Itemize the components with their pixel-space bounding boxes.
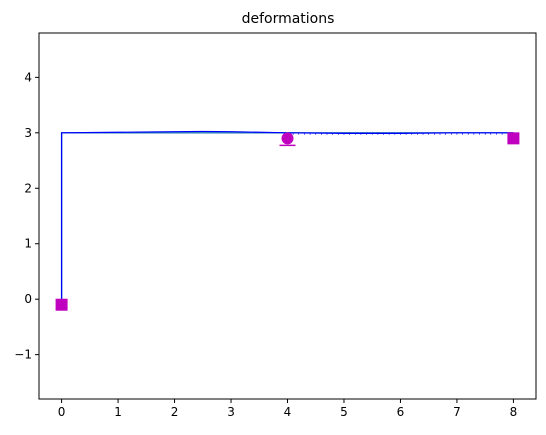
y-tick-label: −1 (14, 348, 32, 362)
series-layer (60, 130, 514, 300)
series-line-deformed (60, 130, 514, 300)
supports-layer (55, 132, 520, 311)
x-tick-label: 8 (510, 405, 518, 419)
x-tick-label: 0 (58, 405, 66, 419)
x-tick-label: 2 (171, 405, 179, 419)
support-roller-circle (281, 132, 294, 145)
plot-area (38, 32, 537, 400)
y-tick-label: 1 (24, 237, 32, 251)
support-pinned (507, 132, 520, 145)
y-tick-label: 4 (24, 70, 32, 84)
x-tick-label: 5 (340, 405, 348, 419)
support-fixed (55, 298, 68, 311)
y-tick-label: 2 (24, 181, 32, 195)
chart-title: deformations (242, 11, 335, 27)
x-tick-label: 7 (453, 405, 461, 419)
support-roller (279, 132, 296, 147)
x-tick-label: 1 (114, 405, 122, 419)
x-axis: 0 1 2 3 4 5 6 7 8 (58, 399, 517, 419)
series-line-undeformed (60, 132, 514, 300)
x-tick-label: 6 (397, 405, 405, 419)
y-tick-label: 3 (24, 126, 32, 140)
x-tick-label: 3 (227, 405, 235, 419)
y-axis: −1 0 1 2 3 4 (14, 70, 39, 362)
axes-frame (38, 32, 537, 400)
y-tick-label: 0 (24, 292, 32, 306)
x-tick-label: 4 (284, 405, 292, 419)
